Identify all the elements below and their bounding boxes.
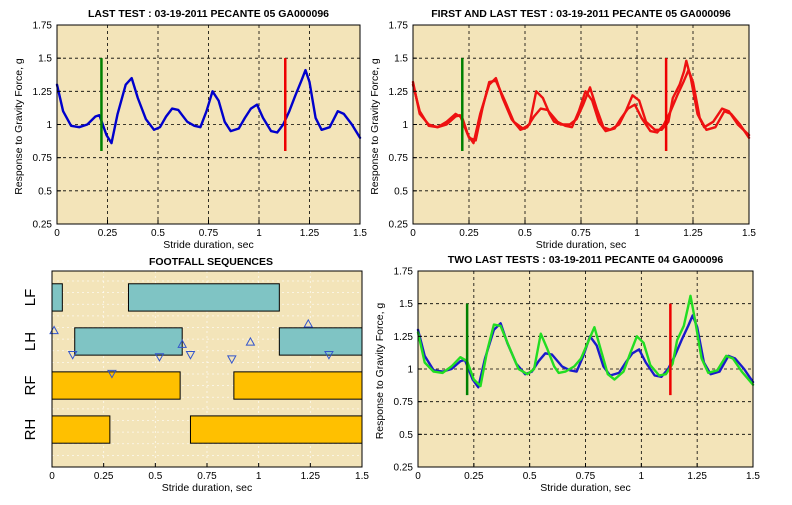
y-tick-label: 0.75 bbox=[394, 397, 414, 408]
x-axis-label: Stride duration, sec bbox=[536, 239, 626, 251]
limb-label-lh: LH bbox=[22, 332, 39, 351]
x-tick-label: 1.5 bbox=[742, 228, 756, 239]
stance-bar-lh bbox=[278, 327, 363, 356]
x-tick-label: 0.5 bbox=[518, 228, 532, 239]
y-axis-label: Response to Gravity Force, g bbox=[369, 58, 381, 195]
stance-bar-rf bbox=[233, 371, 363, 400]
y-tick-label: 1.5 bbox=[38, 54, 52, 65]
triangle-down-marker bbox=[154, 353, 165, 362]
y-tick-label: 0.5 bbox=[394, 186, 408, 197]
x-tick-label: 1.25 bbox=[687, 471, 707, 482]
line-panel-0: 0 0.25 0.5 0.75 1 1.25 1.50.250.50.7511.251.51… bbox=[13, 8, 367, 251]
stance-bar-lh bbox=[74, 327, 183, 356]
panel-title: TWO LAST TESTS : 03-19-2011 PECANTE 04 G… bbox=[448, 254, 724, 266]
y-tick-label: 0.5 bbox=[399, 430, 413, 441]
y-tick-label: 1.25 bbox=[389, 87, 409, 98]
y-axis-label: Response to Gravity Force, g bbox=[13, 58, 25, 195]
x-axis-label: Stride duration, sec bbox=[162, 482, 252, 494]
y-tick-label: 1.5 bbox=[399, 299, 413, 310]
stance-bar-rh bbox=[51, 415, 111, 444]
x-tick-label: 0.75 bbox=[197, 471, 217, 482]
series-line-1 bbox=[416, 294, 755, 388]
stance-bar-lf bbox=[51, 283, 63, 312]
x-tick-label: 1 bbox=[256, 471, 262, 482]
y-axis-label: Response to Gravity Force, g bbox=[374, 303, 386, 440]
line-panel-3: 0 0.25 0.5 0.75 1 1.25 1.50.250.50.7511.251.51… bbox=[374, 254, 760, 494]
y-tick-label: 1.75 bbox=[394, 267, 414, 278]
x-tick-label: 0.5 bbox=[148, 471, 162, 482]
y-tick-label: 1.25 bbox=[394, 332, 414, 343]
y-tick-label: 0.25 bbox=[389, 220, 409, 231]
x-axis-label: Stride duration, sec bbox=[540, 482, 630, 494]
x-tick-label: 0 bbox=[410, 228, 416, 239]
y-tick-label: 1.5 bbox=[394, 54, 408, 65]
x-tick-label: 0.25 bbox=[464, 471, 484, 482]
y-tick-label: 1.25 bbox=[33, 87, 53, 98]
y-tick-label: 1 bbox=[402, 120, 408, 131]
y-tick-label: 0.25 bbox=[394, 463, 414, 474]
x-tick-label: 0 bbox=[54, 228, 60, 239]
x-tick-label: 0.25 bbox=[94, 471, 114, 482]
y-tick-label: 1 bbox=[407, 365, 413, 376]
x-tick-label: 0.25 bbox=[459, 228, 479, 239]
y-tick-label: 0.75 bbox=[33, 153, 53, 164]
triangle-down-marker bbox=[226, 355, 237, 365]
triangle-down-marker bbox=[67, 350, 78, 360]
x-tick-label: 1 bbox=[634, 228, 640, 239]
x-tick-label: 1.5 bbox=[355, 471, 369, 482]
x-tick-label: 0.75 bbox=[571, 228, 591, 239]
panel-title: FOOTFALL SEQUENCES bbox=[149, 256, 273, 268]
x-tick-label: 1 bbox=[639, 471, 645, 482]
x-tick-label: 1.5 bbox=[353, 228, 367, 239]
triangle-up-marker bbox=[303, 318, 314, 328]
stance-bar-rf bbox=[51, 371, 181, 400]
x-tick-label: 0 bbox=[415, 471, 421, 482]
line-panel-1: 0 0.25 0.5 0.75 1 1.25 1.50.250.50.7511.251.51… bbox=[369, 8, 756, 251]
x-axis-label: Stride duration, sec bbox=[163, 239, 253, 251]
x-tick-label: 1.25 bbox=[300, 228, 320, 239]
limb-label-rf: RF bbox=[22, 376, 39, 396]
x-tick-label: 1.25 bbox=[301, 471, 321, 482]
y-tick-label: 1.75 bbox=[33, 21, 53, 32]
x-tick-label: 0 bbox=[49, 471, 55, 482]
x-tick-label: 1 bbox=[256, 228, 262, 239]
x-tick-label: 0.5 bbox=[151, 228, 165, 239]
x-tick-label: 1.25 bbox=[683, 228, 703, 239]
y-tick-label: 1 bbox=[46, 120, 52, 131]
x-tick-label: 0.5 bbox=[523, 471, 537, 482]
triangle-down-marker bbox=[185, 350, 196, 360]
x-tick-label: 0.75 bbox=[199, 228, 219, 239]
y-tick-label: 1.75 bbox=[389, 21, 409, 32]
y-tick-label: 0.5 bbox=[38, 186, 52, 197]
y-tick-label: 0.25 bbox=[33, 220, 53, 231]
x-tick-label: 0.75 bbox=[576, 471, 596, 482]
stance-bar-rh bbox=[189, 415, 363, 444]
y-tick-label: 0.75 bbox=[389, 153, 409, 164]
stance-bar-lf bbox=[127, 283, 280, 312]
triangle-down-marker bbox=[107, 369, 117, 379]
triangle-up-marker bbox=[245, 336, 256, 346]
panel-title: FIRST AND LAST TEST : 03-19-2011 PECANTE… bbox=[431, 8, 731, 20]
limb-label-rh: RH bbox=[22, 419, 39, 441]
panel-title: LAST TEST : 03-19-2011 PECANTE 05 GA0000… bbox=[88, 8, 329, 20]
footfall-panel: 0 0.25 0.5 0.75 1 1.25 1.5 LF LH RF RH FOOTFALL SEQ… bbox=[22, 256, 369, 494]
series-line-0 bbox=[55, 68, 362, 145]
triangle-down-marker bbox=[324, 350, 334, 360]
series-line-1 bbox=[411, 59, 751, 142]
x-tick-label: 1.5 bbox=[746, 471, 760, 482]
triangle-up-marker bbox=[177, 339, 188, 348]
x-tick-label: 0.25 bbox=[98, 228, 118, 239]
limb-label-lf: LF bbox=[22, 289, 39, 307]
